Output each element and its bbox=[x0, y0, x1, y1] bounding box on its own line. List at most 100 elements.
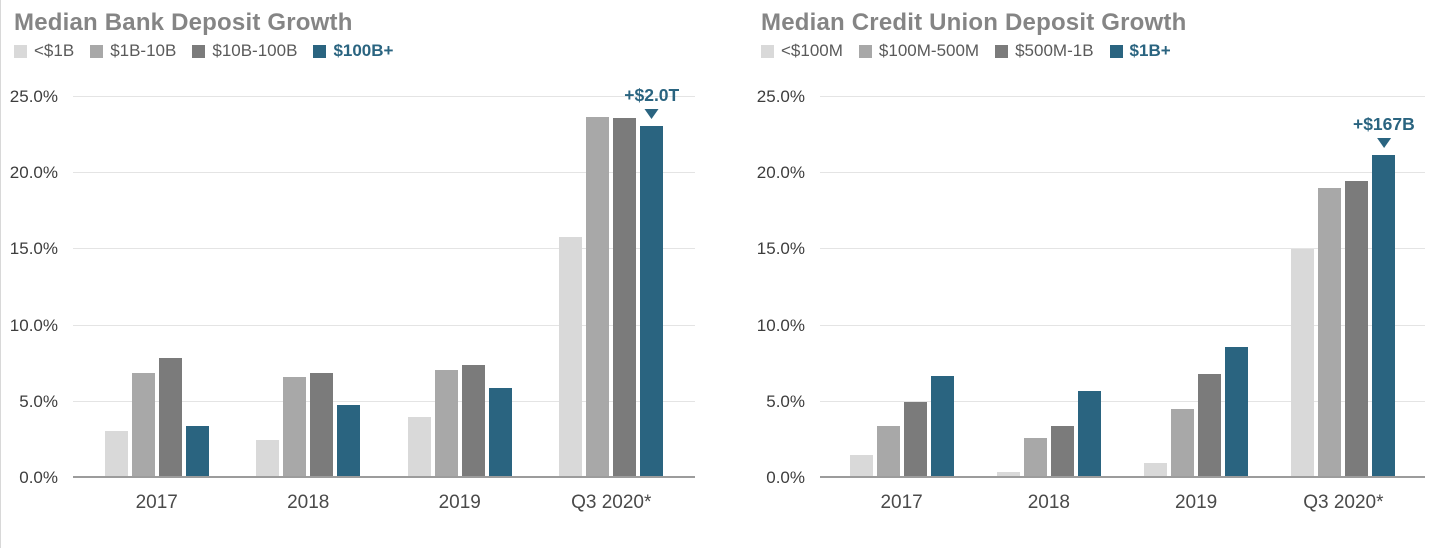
bar--100b- bbox=[337, 404, 361, 478]
bar-annotation: +$2.0T bbox=[624, 85, 679, 119]
legend-swatch-icon bbox=[192, 44, 206, 58]
bar-slot bbox=[407, 97, 431, 478]
legend-item: <$1B bbox=[14, 41, 74, 61]
bar-slot bbox=[1144, 97, 1168, 478]
y-axis-tick-label: 10.0% bbox=[9, 315, 58, 335]
x-axis-category-label: 2017 bbox=[880, 492, 923, 513]
x-axis-category-label: 2018 bbox=[287, 492, 330, 513]
bar-slot bbox=[1171, 97, 1195, 478]
bar-groups: 2017 2018 2019 +$167B Q3 2020* bbox=[820, 97, 1425, 513]
bar--1b-10b bbox=[283, 377, 307, 478]
legend-item: $1B+ bbox=[1109, 41, 1171, 61]
bar--100m-500m bbox=[1171, 409, 1195, 478]
chart-title: Median Bank Deposit Growth bbox=[14, 9, 353, 36]
legend-swatch-icon bbox=[858, 44, 872, 58]
bar-slot bbox=[461, 97, 485, 478]
gridline bbox=[820, 400, 1425, 402]
bar-slot bbox=[1291, 97, 1315, 478]
y-axis-tick-label: 5.0% bbox=[766, 391, 805, 411]
legend-item: $1B-10B bbox=[90, 41, 176, 61]
bar--1b bbox=[104, 430, 128, 478]
bar--500m-1b bbox=[1198, 374, 1222, 478]
y-axis-tick-label: 25.0% bbox=[756, 87, 805, 106]
legend-swatch-icon bbox=[761, 44, 774, 58]
chart-legend: <$1B $1B-10B $10B-100B $100B+ bbox=[14, 41, 393, 61]
gridline bbox=[73, 172, 695, 174]
bar--1b- bbox=[1372, 154, 1396, 478]
bar-slot bbox=[434, 97, 458, 478]
legend-label: <$100M bbox=[781, 41, 843, 60]
gridline bbox=[73, 96, 695, 97]
bar--1b bbox=[407, 417, 431, 478]
bar--1b- bbox=[930, 375, 954, 478]
bar--100m-500m bbox=[876, 426, 900, 478]
bar-slot: +$2.0T bbox=[624, 85, 679, 478]
bar-group-q3-2020-: +$167B Q3 2020* bbox=[1291, 97, 1415, 513]
bar--500m-1b bbox=[903, 401, 927, 478]
bar-group-2018: 2018 bbox=[996, 97, 1101, 513]
legend-item: $10B-100B bbox=[192, 41, 297, 61]
bar-slot bbox=[104, 97, 128, 478]
bar--1b-10b bbox=[434, 369, 458, 478]
y-axis-tick-label: 0.0% bbox=[19, 468, 58, 487]
bar--10b-100b bbox=[461, 365, 485, 478]
legend-item: $100B+ bbox=[313, 41, 393, 61]
x-axis-category-label: 2019 bbox=[438, 492, 481, 513]
bar-slot bbox=[1198, 97, 1222, 478]
gridline bbox=[73, 324, 695, 326]
y-axis-tick-label: 20.0% bbox=[9, 163, 58, 183]
bar--1b- bbox=[1225, 346, 1249, 478]
bar-group-2018: 2018 bbox=[256, 97, 361, 513]
gridline bbox=[820, 96, 1425, 97]
gridline bbox=[73, 400, 695, 402]
legend-label: $500M-1B bbox=[1015, 41, 1094, 60]
bar--1b bbox=[256, 439, 280, 478]
legend-item: $100M-500M bbox=[858, 41, 979, 61]
bar-slot bbox=[283, 97, 307, 478]
x-axis-category-label: 2019 bbox=[1174, 492, 1218, 513]
y-axis-tick-label: 10.0% bbox=[756, 315, 805, 335]
x-axis-category-label: 2017 bbox=[135, 492, 178, 513]
x-axis-baseline bbox=[73, 476, 695, 478]
chart-title: Median Credit Union Deposit Growth bbox=[761, 9, 1187, 36]
bar-slot bbox=[586, 97, 610, 478]
gridline bbox=[820, 324, 1425, 326]
bar-group-2017: 2017 bbox=[104, 97, 209, 513]
bar-slot bbox=[1225, 97, 1249, 478]
bar-slot bbox=[613, 97, 637, 478]
bar--500m-1b bbox=[1345, 180, 1369, 478]
bar-group-2017: 2017 bbox=[849, 97, 954, 513]
bar--1b- bbox=[1077, 391, 1101, 478]
bar-slot bbox=[1077, 97, 1101, 478]
bar-slot: +$167B bbox=[1353, 97, 1415, 478]
bar-slot bbox=[1023, 97, 1047, 478]
x-axis-baseline bbox=[820, 476, 1425, 478]
plot-area: 25.0% 20.0% 15.0% 10.0% 5.0% 0.0% 2017 2018 2019… bbox=[10, 85, 695, 513]
legend-item: $500M-1B bbox=[995, 41, 1094, 61]
bar--100m-500m bbox=[1023, 438, 1047, 478]
y-axis-tick-label: 25.0% bbox=[9, 87, 58, 106]
bar-annotation: +$167B bbox=[1353, 114, 1415, 148]
legend-label: $1B+ bbox=[1129, 41, 1171, 60]
bar--1b-10b bbox=[586, 116, 610, 478]
bar-slot bbox=[1345, 97, 1369, 478]
bar--10b-100b bbox=[158, 357, 182, 478]
legend-label: $1B-10B bbox=[110, 41, 177, 60]
bar-slot bbox=[337, 97, 361, 478]
bar-slot bbox=[876, 97, 900, 478]
annotation-value: +$2.0T bbox=[624, 84, 680, 105]
plot-area: 25.0% 20.0% 15.0% 10.0% 5.0% 0.0% 2017 2018 2019… bbox=[757, 87, 1425, 513]
gridline bbox=[820, 172, 1425, 174]
legend-swatch-icon bbox=[995, 44, 1009, 58]
bar--100m-500m bbox=[1318, 188, 1342, 478]
bar-slot bbox=[996, 97, 1020, 478]
down-triangle-icon bbox=[1376, 137, 1391, 148]
bar--10b-100b bbox=[613, 118, 637, 478]
x-axis-category-label: 2018 bbox=[1027, 492, 1071, 513]
bar--100b- bbox=[185, 426, 209, 478]
bar-group-2019: 2019 bbox=[1144, 97, 1249, 513]
bar--1b-10b bbox=[131, 372, 155, 478]
bar-groups: 2017 2018 2019 +$2.0T Q3 2020* bbox=[73, 85, 695, 513]
bar-slot bbox=[310, 97, 334, 478]
